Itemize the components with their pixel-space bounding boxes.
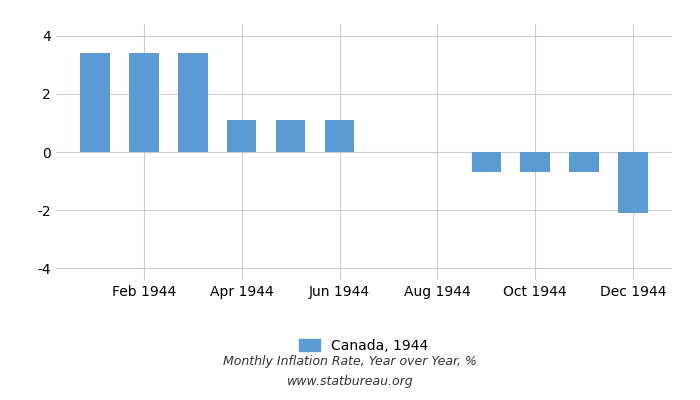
Text: www.statbureau.org: www.statbureau.org	[287, 376, 413, 388]
Bar	[227, 120, 256, 152]
Bar	[520, 152, 550, 172]
Bar	[130, 53, 159, 152]
Legend: Canada, 1944: Canada, 1944	[294, 333, 434, 358]
Bar	[618, 152, 648, 213]
Bar	[276, 120, 305, 152]
Bar	[178, 53, 208, 152]
Bar	[569, 152, 598, 172]
Bar	[80, 53, 110, 152]
Bar	[325, 120, 354, 152]
Text: Monthly Inflation Rate, Year over Year, %: Monthly Inflation Rate, Year over Year, …	[223, 356, 477, 368]
Bar	[472, 152, 501, 172]
